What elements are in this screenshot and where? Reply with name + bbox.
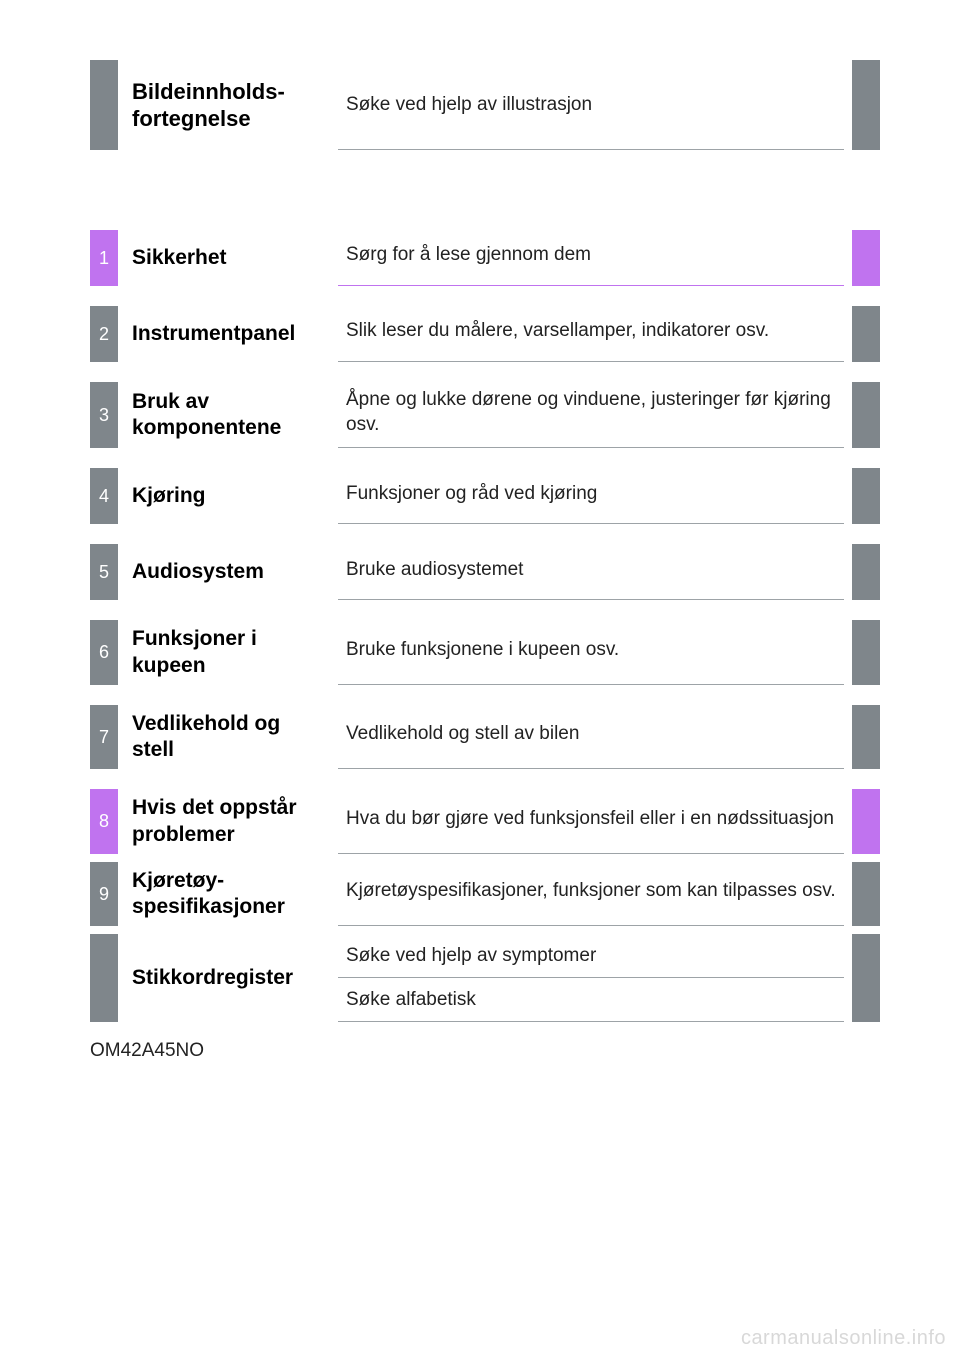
section-right-tab: [852, 468, 880, 524]
section-right-tab: [852, 789, 880, 854]
footer-code: OM42A45NO: [90, 1040, 880, 1062]
index-right-tab: [852, 978, 880, 1022]
section-description: Kjøretøyspesifikasjoner, funksjoner som …: [338, 862, 844, 927]
manual-toc-page: Bildeinnholds-fortegnelse Søke ved hjelp…: [90, 60, 880, 1062]
section-title: Funksjoner i kupeen: [118, 620, 338, 685]
section-right-tab: [852, 620, 880, 685]
index-descriptions: Søke ved hjelp av symptomer Søke alfabet…: [338, 934, 880, 1022]
section-description: Slik leser du målere, varsellamper, indi…: [338, 306, 844, 362]
section-number-tab: 5: [90, 544, 118, 600]
index-title: Stikkordregister: [118, 934, 338, 1022]
header-right-tab: [852, 60, 880, 150]
header-left-tab: [90, 60, 118, 150]
section-number-tab: 9: [90, 862, 118, 927]
section-description: Hva du bør gjøre ved funksjonsfeil eller…: [338, 789, 844, 854]
section-title: Kjøring: [118, 468, 338, 524]
index-row[interactable]: Stikkordregister Søke ved hjelp av sympt…: [90, 934, 880, 1022]
section-description: Åpne og lukke dørene og vinduene, juster…: [338, 382, 844, 448]
section-row-7[interactable]: 7 Vedlikehold og stell Vedlikehold og st…: [90, 705, 880, 770]
section-right-tab: [852, 862, 880, 927]
section-row-2[interactable]: 2 Instrumentpanel Slik leser du målere, …: [90, 306, 880, 362]
section-row-4[interactable]: 4 Kjøring Funksjoner og råd ved kjøring: [90, 468, 880, 524]
section-description: Bruke audiosystemet: [338, 544, 844, 600]
header-row: Bildeinnholds-fortegnelse Søke ved hjelp…: [90, 60, 880, 150]
section-row-3[interactable]: 3 Bruk av komponentene Åpne og lukke dør…: [90, 382, 880, 448]
section-description: Funksjoner og råd ved kjøring: [338, 468, 844, 524]
section-row-5[interactable]: 5 Audiosystem Bruke audiosystemet: [90, 544, 880, 600]
section-number-tab: 8: [90, 789, 118, 854]
section-right-tab: [852, 544, 880, 600]
section-right-tab: [852, 382, 880, 448]
section-row-1[interactable]: 1 Sikkerhet Sørg for å lese gjennom dem: [90, 230, 880, 286]
section-title: Hvis det oppstår problemer: [118, 789, 338, 854]
section-title: Instrumentpanel: [118, 306, 338, 362]
section-title: Sikkerhet: [118, 230, 338, 286]
section-number-tab: 2: [90, 306, 118, 362]
section-right-tab: [852, 705, 880, 770]
sections-list: 1 Sikkerhet Sørg for å lese gjennom dem …: [90, 230, 880, 1022]
index-line-2[interactable]: Søke alfabetisk: [338, 978, 880, 1022]
section-description: Sørg for å lese gjennom dem: [338, 230, 844, 286]
section-right-tab: [852, 306, 880, 362]
index-line-1[interactable]: Søke ved hjelp av symptomer: [338, 934, 880, 978]
section-title: Audiosystem: [118, 544, 338, 600]
section-number-tab: 6: [90, 620, 118, 685]
section-number-tab: 3: [90, 382, 118, 448]
index-line-text: Søke alfabetisk: [338, 978, 844, 1022]
section-title: Kjøretøy-spesifikasjoner: [118, 862, 338, 927]
section-row-8[interactable]: 8 Hvis det oppstår problemer Hva du bør …: [90, 789, 880, 854]
section-number-tab: 1: [90, 230, 118, 286]
section-row-6[interactable]: 6 Funksjoner i kupeen Bruke funksjonene …: [90, 620, 880, 685]
section-number-tab: 4: [90, 468, 118, 524]
section-description: Vedlikehold og stell av bilen: [338, 705, 844, 770]
index-left-tab: [90, 934, 118, 1022]
section-row-9[interactable]: 9 Kjøretøy-spesifikasjoner Kjøretøyspesi…: [90, 862, 880, 927]
index-right-tab: [852, 934, 880, 978]
section-title: Vedlikehold og stell: [118, 705, 338, 770]
watermark: carmanualsonline.info: [741, 1327, 946, 1350]
section-number-tab: 7: [90, 705, 118, 770]
section-title: Bruk av komponentene: [118, 382, 338, 448]
section-description: Bruke funksjonene i kupeen osv.: [338, 620, 844, 685]
header-description: Søke ved hjelp av illustrasjon: [338, 60, 844, 150]
index-line-text: Søke ved hjelp av symptomer: [338, 934, 844, 978]
section-right-tab: [852, 230, 880, 286]
header-title: Bildeinnholds-fortegnelse: [118, 60, 338, 150]
